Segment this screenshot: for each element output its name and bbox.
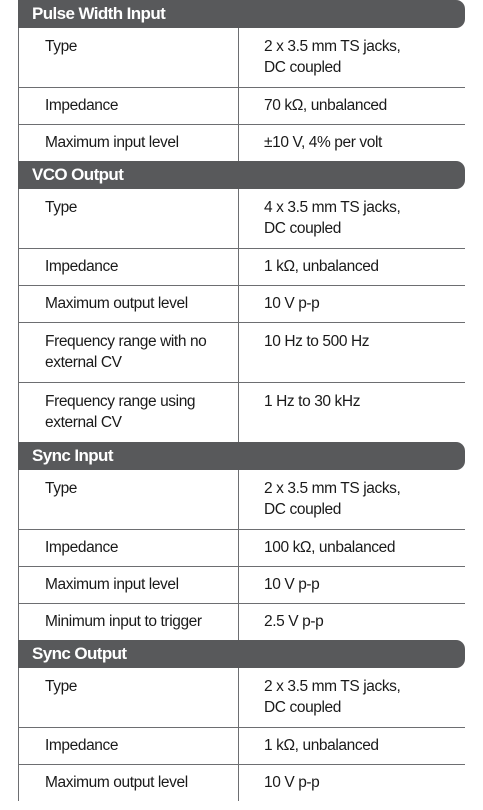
spec-label: Frequency range using external CV [18, 383, 239, 442]
spec-label: Type [18, 28, 239, 87]
spec-label: Minimum input to trigger [18, 604, 239, 640]
spec-row: Impedance 1 kΩ, unbalanced [18, 249, 465, 286]
spec-section: Sync Output Type 2 x 3.5 mm TS jacks, DC co… [18, 640, 465, 801]
spec-label: Impedance [18, 728, 239, 764]
spec-row: Impedance 70 kΩ, unbalanced [18, 88, 465, 125]
spec-row: Type 2 x 3.5 mm TS jacks, DC coupled [18, 668, 465, 728]
spec-value: ±10 V, 4% per volt [264, 134, 382, 151]
spec-label: Maximum output level [18, 765, 239, 801]
spec-row: Frequency range with no external CV 10 Hz … [18, 323, 465, 383]
spec-value: 1 kΩ, unbalanced [264, 737, 379, 754]
spec-row: Type 4 x 3.5 mm TS jacks, DC coupled [18, 189, 465, 249]
spec-value: 1 Hz to 30 kHz [264, 393, 361, 410]
section-header: Sync Input [18, 442, 465, 470]
spec-label: Frequency range with no external CV [18, 323, 239, 382]
spec-label: Maximum input level [18, 567, 239, 603]
spec-value: 10 V p-p [264, 576, 320, 593]
spec-label: Maximum output level [18, 286, 239, 322]
spec-value: 10 V p-p [264, 295, 320, 312]
spec-row: Impedance 100 kΩ, unbalanced [18, 530, 465, 567]
spec-label: Type [18, 470, 239, 529]
spec-value: 2 x 3.5 mm TS jacks, DC coupled [264, 480, 401, 518]
spec-row: Minimum input to trigger 2.5 V p-p [18, 604, 465, 640]
spec-row: Frequency range using external CV 1 Hz to … [18, 383, 465, 442]
spec-value: 10 V p-p [264, 774, 320, 791]
spec-label: Impedance [18, 530, 239, 566]
spec-section: Pulse Width Input Type 2 x 3.5 mm TS jacks… [18, 0, 465, 161]
spec-row: Maximum input level 10 V p-p [18, 567, 465, 604]
spec-label: Impedance [18, 88, 239, 124]
spec-label: Impedance [18, 249, 239, 285]
spec-value: 2.5 V p-p [264, 613, 324, 630]
spec-value: 10 Hz to 500 Hz [264, 333, 370, 350]
spec-section: VCO Output Type 4 x 3.5 mm TS jacks, DC cou… [18, 161, 465, 442]
spec-label: Type [18, 189, 239, 248]
spec-row: Maximum output level 10 V p-p [18, 765, 465, 801]
spec-value: 70 kΩ, unbalanced [264, 97, 387, 114]
spec-row: Type 2 x 3.5 mm TS jacks, DC coupled [18, 28, 465, 88]
spec-row: Type 2 x 3.5 mm TS jacks, DC coupled [18, 470, 465, 530]
spec-label: Maximum input level [18, 125, 239, 161]
section-header: Pulse Width Input [18, 0, 465, 28]
spec-value: 4 x 3.5 mm TS jacks, DC coupled [264, 199, 401, 237]
spec-section: Sync Input Type 2 x 3.5 mm TS jacks, DC cou… [18, 442, 465, 640]
spec-row: Maximum input level ±10 V, 4% per volt [18, 125, 465, 161]
spec-value: 100 kΩ, unbalanced [264, 539, 396, 556]
spec-row: Impedance 1 kΩ, unbalanced [18, 728, 465, 765]
section-header: VCO Output [18, 161, 465, 189]
spec-label: Type [18, 668, 239, 727]
spec-row: Maximum output level 10 V p-p [18, 286, 465, 323]
spec-value: 2 x 3.5 mm TS jacks, DC coupled [264, 678, 401, 716]
spec-value: 1 kΩ, unbalanced [264, 258, 379, 275]
section-header: Sync Output [18, 640, 465, 668]
spec-value: 2 x 3.5 mm TS jacks, DC coupled [264, 38, 401, 76]
